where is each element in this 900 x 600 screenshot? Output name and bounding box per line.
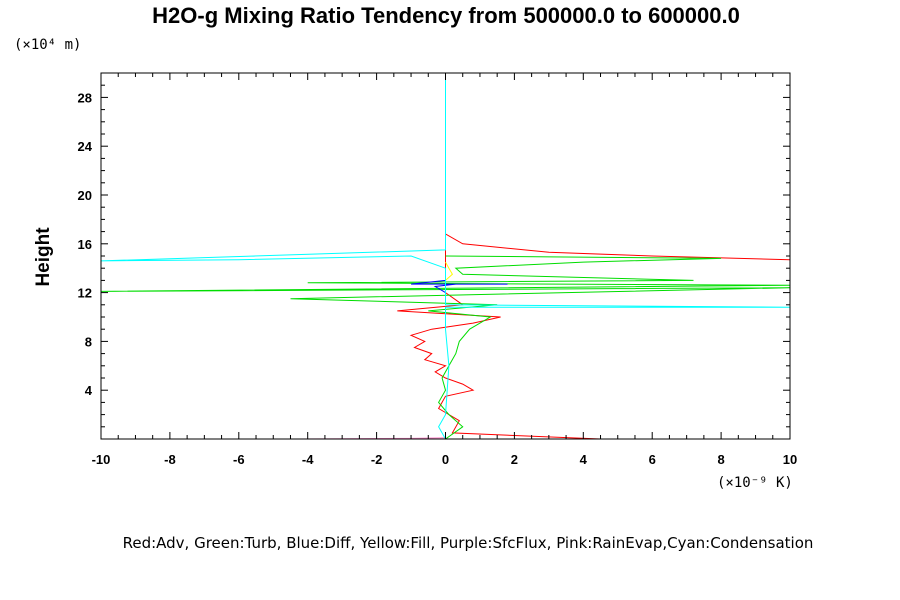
series-line-fill <box>445 261 454 281</box>
x-tick-label: 2 <box>511 452 518 467</box>
legend-text: Red:Adv, Green:Turb, Blue:Diff, Yellow:F… <box>123 534 814 552</box>
y-unit-label: (×10⁴ m) <box>14 37 81 53</box>
x-tick-label: -4 <box>302 452 314 467</box>
y-tick-label: 4 <box>85 383 93 398</box>
y-axis-label: Height <box>33 227 54 287</box>
x-tick-label: 8 <box>717 452 724 467</box>
y-tick-label: 24 <box>78 139 93 154</box>
series-line-condensation <box>101 73 790 439</box>
y-tick-label: 8 <box>85 334 92 349</box>
series-layer <box>101 73 790 439</box>
y-tick-label: 12 <box>78 286 92 301</box>
x-tick-label: -6 <box>233 452 245 467</box>
y-tick-label: 20 <box>78 188 92 203</box>
series-line-adv <box>397 233 790 439</box>
x-tick-label: -8 <box>164 452 176 467</box>
y-tick-label: 28 <box>78 90 92 105</box>
x-unit-label: (×10⁻⁹ K) <box>717 475 793 491</box>
x-tick-label: 0 <box>442 452 449 467</box>
y-tick-label: 16 <box>78 237 92 252</box>
x-tick-label: 10 <box>783 452 797 467</box>
x-tick-label: 4 <box>580 452 588 467</box>
chart-title: H2O-g Mixing Ratio Tendency from 500000.… <box>152 3 740 28</box>
x-tick-label: -2 <box>371 452 383 467</box>
x-tick-label: -10 <box>92 452 111 467</box>
series-line-turb <box>101 255 790 439</box>
x-tick-label: 6 <box>649 452 656 467</box>
